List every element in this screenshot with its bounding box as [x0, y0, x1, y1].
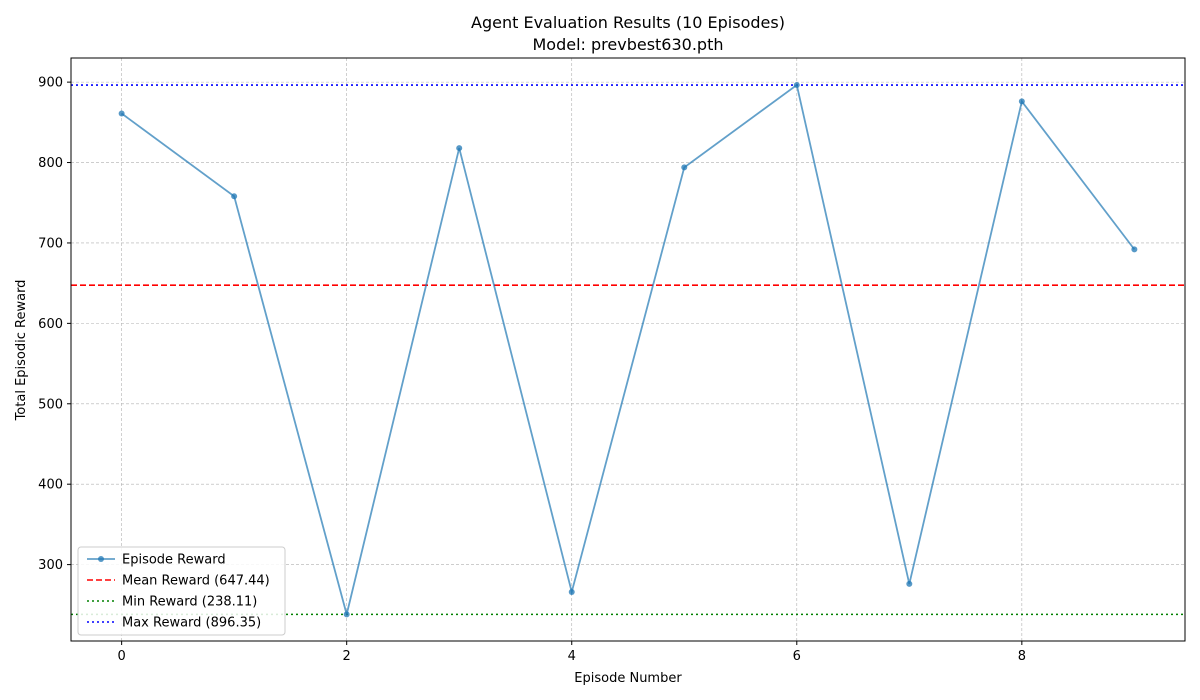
data-point: [231, 193, 238, 200]
x-tick-label: 4: [568, 649, 576, 664]
y-tick-label: 700: [38, 236, 63, 251]
y-tick-label: 600: [38, 317, 63, 332]
series-line: [121, 83, 1136, 615]
legend-label: Max Reward (896.35): [122, 616, 261, 631]
data-point: [906, 580, 913, 587]
data-point: [1131, 246, 1138, 253]
legend-box: [77, 546, 286, 636]
reference-lines: [71, 84, 1185, 616]
x-tick-label: 8: [1018, 649, 1026, 664]
chart-title: Agent Evaluation Results (10 Episodes): [471, 13, 785, 32]
x-tick-label: 6: [793, 649, 801, 664]
ticks: 0 2 4 6 8 300 400 500 600 700 800 900: [38, 76, 1026, 664]
legend-label: Episode Reward: [122, 553, 226, 568]
legend-marker: [98, 556, 104, 562]
y-axis-label: Total Episodic Reward: [14, 280, 29, 422]
y-tick-label: 300: [38, 558, 63, 573]
data-point: [118, 110, 125, 117]
chart-subtitle: Model: prevbest630.pth: [532, 35, 723, 54]
data-point: [568, 588, 575, 595]
y-tick-label: 900: [38, 76, 63, 91]
y-tick-label: 400: [38, 478, 63, 493]
x-tick-label: 0: [117, 649, 125, 664]
data-point: [456, 145, 463, 152]
y-tick-label: 500: [38, 397, 63, 412]
series-layer: [118, 82, 1138, 618]
legend-label: Mean Reward (647.44): [122, 574, 270, 589]
data-point: [343, 611, 350, 618]
plot-frame: [70, 57, 1186, 642]
data-point: [1018, 98, 1025, 105]
data-point: [793, 82, 800, 89]
x-axis-label: Episode Number: [574, 671, 682, 686]
y-tick-label: 800: [38, 156, 63, 171]
legend-label: Min Reward (238.11): [122, 595, 257, 610]
x-tick-label: 2: [343, 649, 351, 664]
data-point: [681, 164, 688, 171]
legend: Episode Reward Mean Reward (647.44) Min Re…: [77, 546, 286, 636]
